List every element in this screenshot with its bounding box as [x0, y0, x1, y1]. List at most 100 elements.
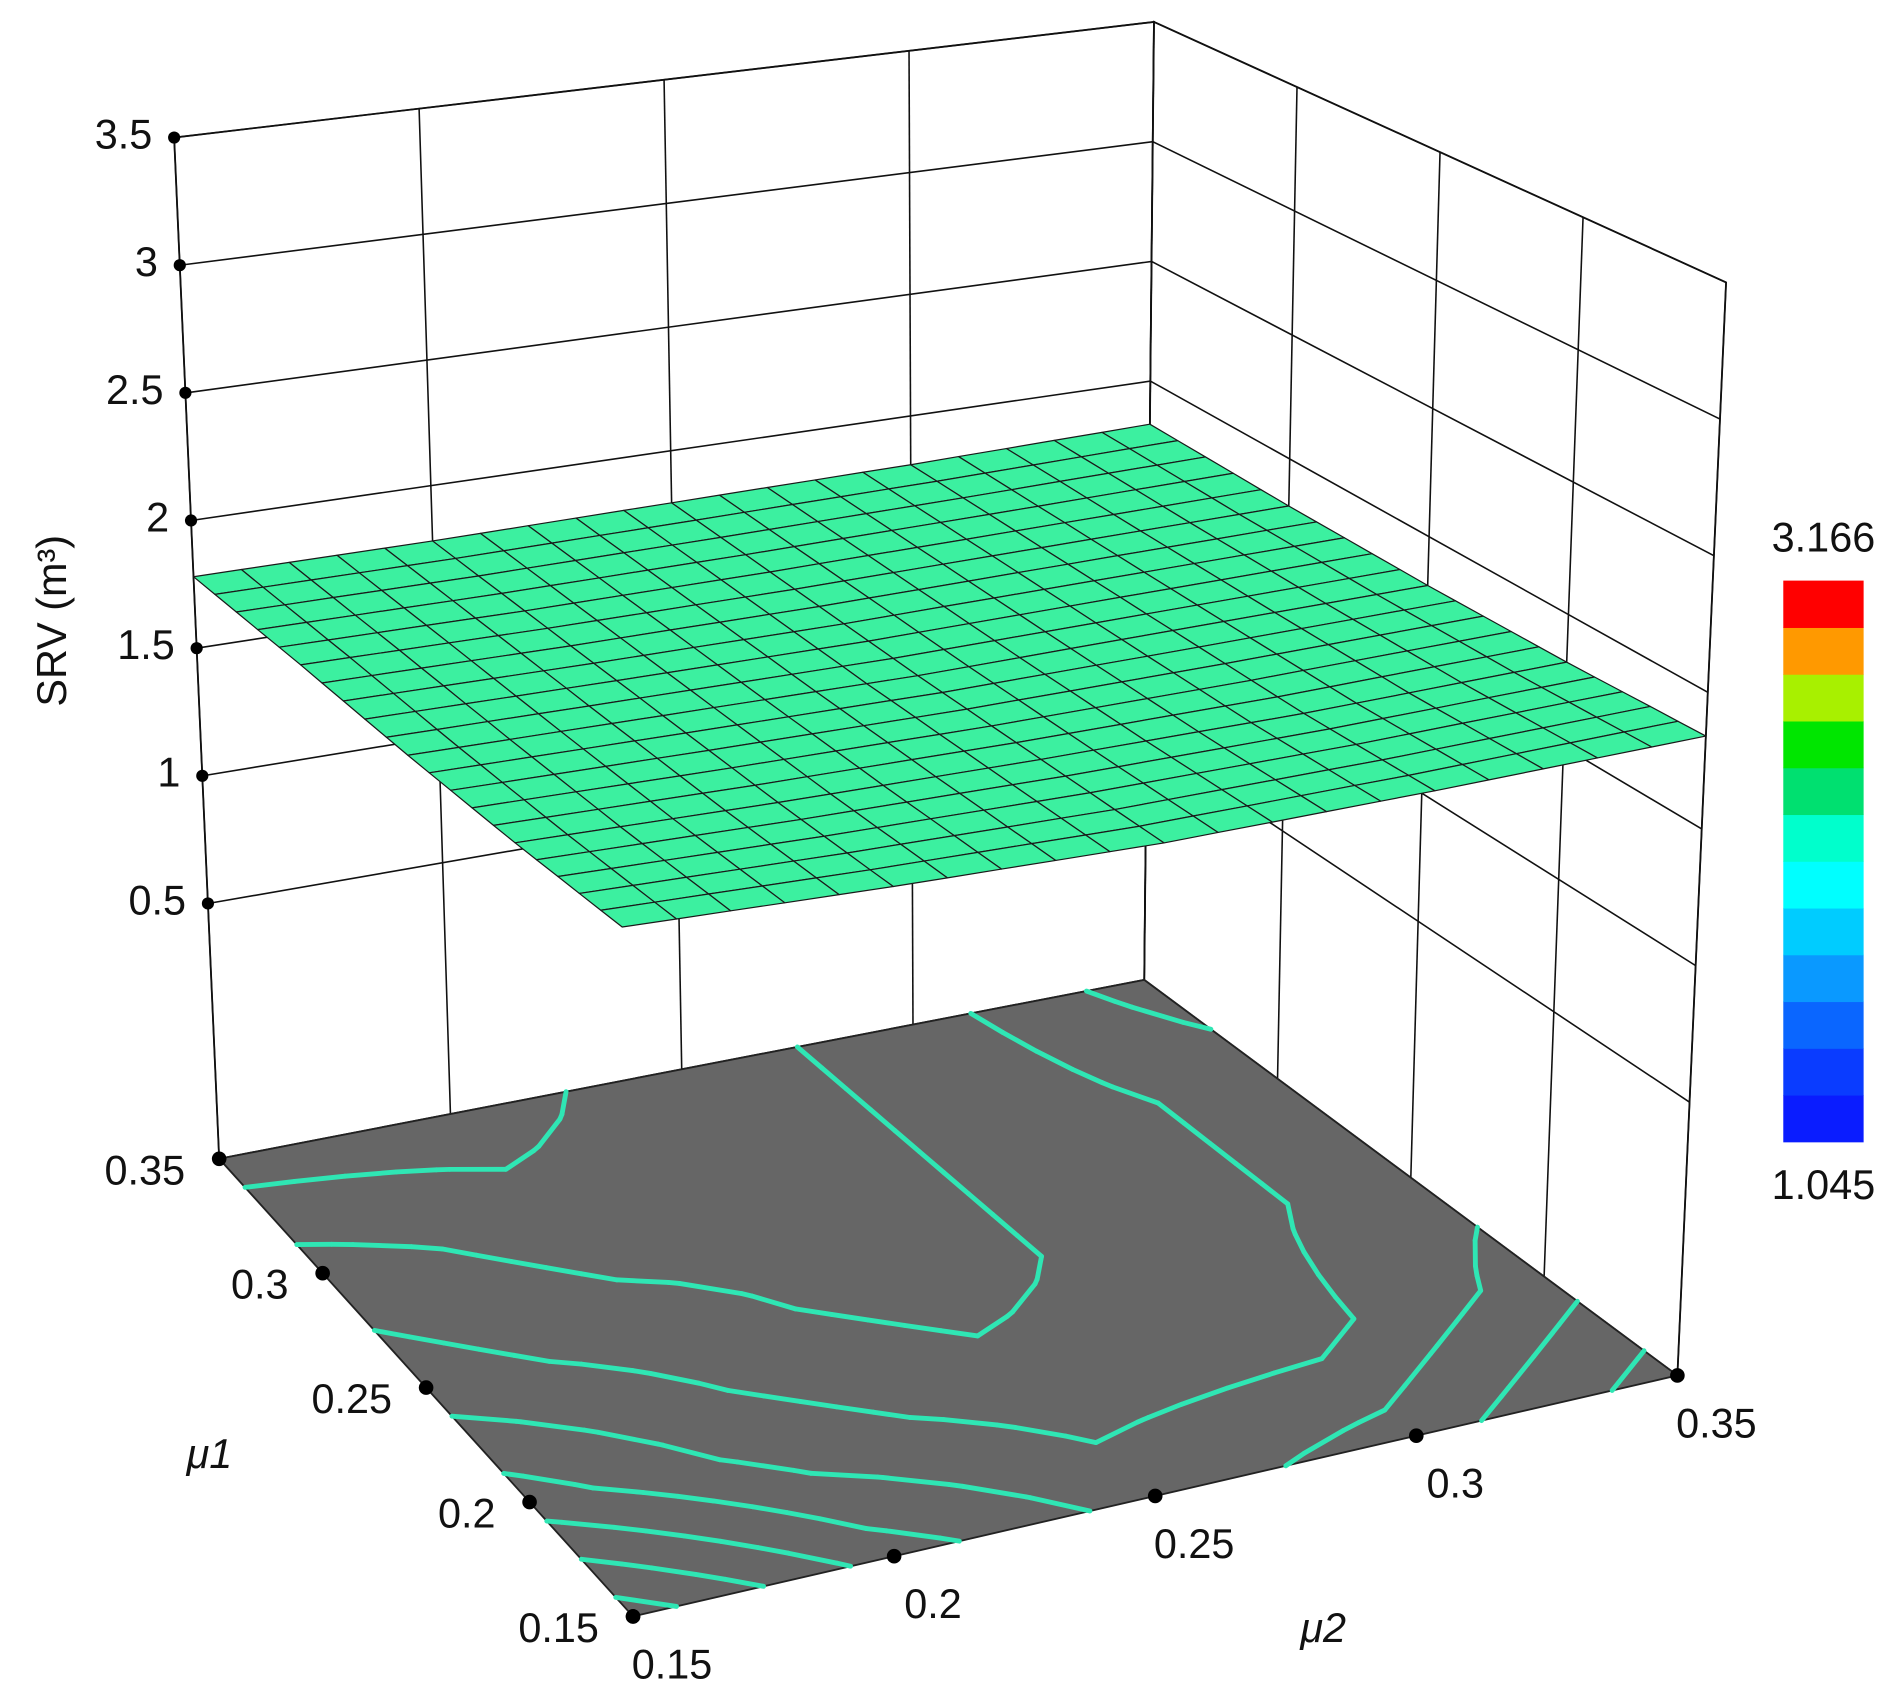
- contour-line: [1034, 1048, 1076, 1072]
- contour-line: [614, 1277, 671, 1285]
- contour-line: [829, 1312, 871, 1323]
- colorbar-segment: [1783, 814, 1864, 862]
- colorbar-segment: [1783, 627, 1864, 675]
- colorbar-segment: [1783, 907, 1864, 956]
- z-tick: [201, 897, 215, 910]
- z-tick-label: 0.5: [128, 877, 186, 923]
- contour-line: [1459, 1288, 1484, 1317]
- colorbar-segment: [1783, 861, 1864, 909]
- y-tick: [522, 1494, 537, 1510]
- x-axis-title: μ2: [1299, 1605, 1346, 1651]
- contour-line: [511, 1352, 552, 1364]
- contour-line: [946, 1481, 966, 1489]
- contour-line: [965, 1191, 996, 1217]
- y-axis-title: μ1: [186, 1431, 233, 1477]
- contour-line: [1271, 1356, 1325, 1376]
- contour-line: [1616, 1356, 1641, 1385]
- floor: [217, 978, 1680, 1618]
- floor-plane: [217, 978, 1680, 1618]
- surface-cell: [600, 901, 678, 928]
- z-tick-label: 3: [135, 239, 158, 285]
- contour-line: [1316, 1272, 1338, 1300]
- contour-line: [722, 1576, 767, 1589]
- contour-line: [578, 1556, 624, 1567]
- contour-line: [960, 1483, 1029, 1500]
- grid-line: [1676, 282, 1727, 1376]
- x-tick-label: 0.15: [632, 1642, 713, 1688]
- contour-line: [441, 1340, 482, 1352]
- z-tick-label: 2.5: [106, 367, 164, 413]
- contour-line: [675, 1493, 716, 1504]
- contour-line: [717, 1457, 740, 1465]
- x-tick: [886, 1548, 902, 1564]
- contour-line: [718, 1538, 761, 1551]
- colorbar-segment: [1783, 720, 1864, 769]
- contour-line: [643, 1528, 687, 1539]
- contour-line: [1474, 1272, 1484, 1294]
- contour-line: [1556, 1298, 1580, 1328]
- contour-line: [409, 1244, 445, 1252]
- x-tick: [1147, 1488, 1163, 1504]
- contour-line: [559, 1519, 617, 1530]
- contour-line: [710, 1498, 756, 1510]
- contour-line: [1093, 1419, 1140, 1446]
- y-tick: [211, 1151, 227, 1167]
- contour-line: [834, 1404, 876, 1415]
- contour-line: [476, 1346, 517, 1358]
- y-tick-label: 0.3: [231, 1262, 289, 1308]
- contour-line: [1292, 1232, 1307, 1255]
- contour-line: [1084, 988, 1117, 1004]
- z-tick-label: 1: [157, 750, 180, 796]
- contour-line: [1283, 1450, 1307, 1469]
- contour-line: [843, 1086, 874, 1113]
- contour-line: [647, 1371, 702, 1386]
- contour-line: [1112, 998, 1135, 1010]
- contour-line: [1233, 1161, 1265, 1187]
- z-tick: [173, 259, 186, 272]
- contour-line: [1179, 1385, 1230, 1407]
- contour-line: [1472, 1224, 1480, 1243]
- contour-line: [938, 1328, 981, 1339]
- contour-line: [1070, 1067, 1105, 1086]
- contour-line: [640, 1490, 681, 1499]
- z-axis-title: SRV (m³): [29, 535, 75, 707]
- contour-line: [1180, 1019, 1214, 1032]
- x-tick: [1670, 1368, 1685, 1383]
- colorbar-segment: [1783, 1048, 1864, 1096]
- y-tick: [315, 1265, 330, 1281]
- contour-line: [755, 1545, 791, 1556]
- contour-line: [1340, 1420, 1362, 1433]
- contour-line: [520, 1473, 577, 1487]
- contour-line: [975, 1313, 1010, 1339]
- contour-line: [544, 1265, 584, 1277]
- x-tick-label: 0.2: [904, 1581, 962, 1627]
- x-tick-label: 0.3: [1426, 1461, 1484, 1507]
- contour-line: [1332, 1294, 1357, 1322]
- contour-line: [1181, 1120, 1213, 1146]
- contour-line: [559, 1089, 569, 1117]
- contour-line: [868, 1107, 898, 1134]
- x-tick: [625, 1609, 641, 1624]
- contour-line: [870, 1409, 913, 1420]
- z-tick-label: 2: [146, 494, 169, 540]
- y-tick-label: 0.35: [105, 1147, 186, 1193]
- contour-line: [749, 1293, 798, 1312]
- contour-line: [1023, 1494, 1034, 1501]
- colorbar-segment: [1783, 954, 1864, 1003]
- contour-line: [968, 1010, 1006, 1035]
- contour-line: [1099, 1080, 1115, 1090]
- y-tick-label: 0.25: [311, 1376, 392, 1422]
- contour-line: [941, 1170, 971, 1196]
- contour-line: [595, 1429, 662, 1447]
- colorbar-segment: [1783, 767, 1864, 816]
- colorbar-segment: [1783, 1001, 1864, 1049]
- surface: [192, 423, 1707, 928]
- contour-line: [518, 1419, 587, 1433]
- contour-line: [1063, 1433, 1099, 1446]
- z-tick-label: 3.5: [95, 111, 153, 157]
- y-tick: [418, 1380, 434, 1395]
- contour-line: [474, 1252, 514, 1264]
- contour-line: [536, 1116, 563, 1149]
